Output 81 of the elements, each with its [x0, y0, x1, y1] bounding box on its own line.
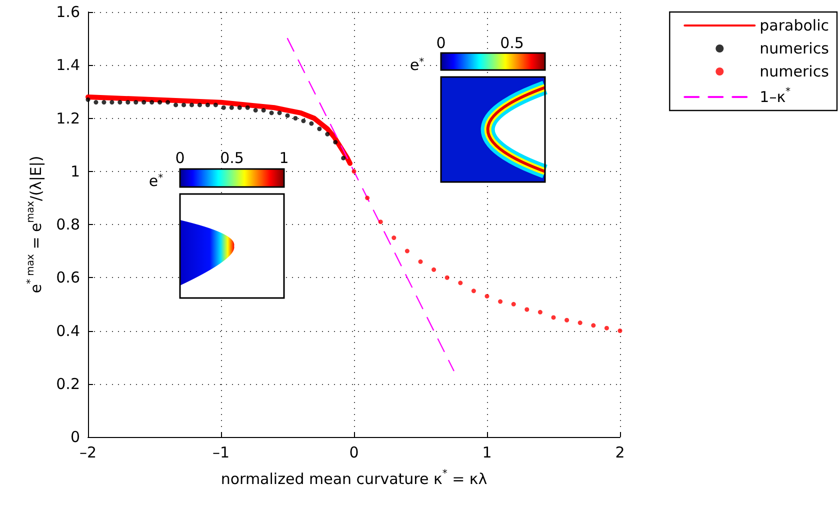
legend-label: parabolic	[760, 16, 830, 34]
point	[301, 118, 306, 124]
point	[174, 102, 178, 108]
point	[418, 259, 423, 264]
point	[166, 100, 170, 105]
point	[158, 100, 162, 105]
point	[618, 328, 622, 333]
point	[221, 105, 226, 110]
point	[86, 97, 90, 102]
y-tick-label: 1.6	[56, 3, 80, 21]
x-tick-label: 2	[615, 444, 625, 462]
x-tick-label: –1	[212, 444, 230, 462]
y-tick-label: 0	[70, 428, 80, 446]
point	[333, 140, 338, 144]
annotation: e$^{*}$	[148, 172, 164, 190]
point	[471, 288, 476, 294]
point	[293, 116, 298, 120]
x-tick-label: –2	[79, 444, 97, 462]
point	[325, 132, 330, 136]
point	[498, 299, 503, 304]
point	[458, 280, 463, 286]
point	[197, 102, 202, 108]
y-tick-label: 1	[70, 162, 80, 180]
point	[261, 108, 266, 113]
annotation: 0.5	[220, 149, 244, 167]
point	[404, 248, 410, 254]
legend-label: numerics	[760, 62, 830, 80]
point	[94, 100, 98, 105]
point	[126, 100, 130, 105]
annotation: 1	[279, 149, 289, 167]
point	[578, 320, 582, 326]
point	[182, 102, 186, 108]
annotation: 0.5	[500, 34, 524, 52]
point	[444, 275, 450, 280]
point	[551, 315, 556, 320]
point	[365, 196, 370, 200]
point	[591, 323, 596, 328]
legend-label: 1–κ*	[760, 86, 791, 106]
annotation: 0	[175, 149, 185, 167]
x-axis-title: normalized mean curvature κ* = κλ	[220, 468, 488, 488]
point	[432, 267, 436, 272]
point	[118, 100, 122, 105]
point	[269, 110, 274, 116]
point	[352, 169, 356, 174]
point	[213, 102, 218, 108]
point	[285, 113, 290, 118]
point	[341, 156, 346, 160]
point	[277, 110, 282, 116]
point	[150, 100, 154, 105]
y-tick-label: 1.4	[56, 56, 80, 74]
point	[110, 100, 114, 105]
x-tick-label: 1	[482, 444, 492, 462]
y-tick-label: 0.6	[56, 268, 80, 287]
y-tick-label: 0.8	[56, 216, 80, 234]
y-tick-label: 1.2	[56, 109, 80, 128]
y-tick-label: 0.4	[56, 322, 80, 340]
point	[564, 318, 570, 322]
point	[102, 100, 106, 105]
legend-label: numerics	[760, 40, 830, 58]
point	[189, 102, 194, 108]
annotation: 0	[436, 34, 446, 52]
point	[237, 105, 242, 110]
point	[511, 302, 516, 306]
point	[205, 102, 210, 108]
point	[317, 126, 322, 132]
annotation: e$^{*}$	[410, 56, 424, 74]
point	[245, 105, 250, 110]
point	[604, 326, 609, 330]
y-tick-label: 0.2	[56, 374, 80, 393]
point	[142, 100, 146, 105]
point	[378, 220, 383, 224]
point	[484, 294, 490, 298]
point	[134, 100, 138, 105]
point	[253, 108, 258, 113]
point	[538, 310, 542, 314]
point	[392, 236, 396, 240]
y-axis-title: e* max = emax/(λ|E|)	[26, 156, 45, 294]
point	[524, 307, 530, 312]
x-tick-label: 0	[349, 444, 359, 462]
point	[229, 105, 234, 110]
point	[309, 121, 314, 126]
